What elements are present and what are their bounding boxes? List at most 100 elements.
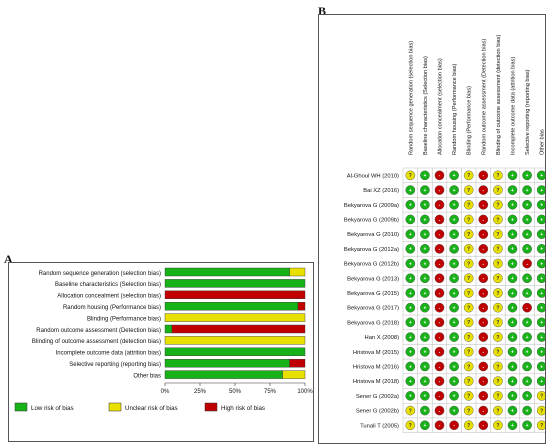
judgement-dot xyxy=(449,214,459,225)
judgement-symbol: + xyxy=(526,276,529,282)
judgement-symbol: ? xyxy=(467,394,470,400)
judgement-symbol: ? xyxy=(496,394,499,400)
bar-segment xyxy=(164,267,290,277)
panel-b-label: B xyxy=(318,4,327,18)
judgement-symbol: ? xyxy=(496,276,499,282)
category-label: Random outcome assessment (Detection bia… xyxy=(36,328,161,334)
judgement-symbol: ? xyxy=(467,320,470,326)
bar-segment xyxy=(164,290,306,299)
bar-segment xyxy=(289,267,306,277)
judgement-symbol: ? xyxy=(496,232,499,238)
judgement-dot xyxy=(493,420,503,431)
judgement-dot xyxy=(420,273,430,284)
bar-segment xyxy=(164,279,306,288)
study-label: Bekyarova G (2018) xyxy=(347,320,399,326)
study-label: Bekyarova G (2009b) xyxy=(344,217,399,223)
study-label: Hristova M (2018) xyxy=(353,379,399,385)
judgement-symbol: ? xyxy=(540,408,543,414)
judgement-dot xyxy=(507,170,518,181)
column-header: Random outcome assessment (Detection bia… xyxy=(481,39,487,155)
judgement-dot xyxy=(478,273,489,284)
study-label: Sener G (2002a) xyxy=(356,394,399,400)
judgement-dot xyxy=(463,244,474,254)
judgement-dot xyxy=(463,199,474,210)
judgement-symbol: + xyxy=(409,394,412,400)
judgement-symbol: - xyxy=(482,408,484,414)
judgement-dot xyxy=(405,317,416,328)
judgement-symbol: + xyxy=(423,261,426,267)
panel-a-label: A xyxy=(4,252,13,266)
judgement-symbol: ? xyxy=(496,408,499,414)
judgement-dot xyxy=(463,332,474,342)
judgement-symbol: + xyxy=(511,408,514,414)
judgement-symbol: ? xyxy=(467,203,470,209)
column-header: Blinding (Performance bias) xyxy=(467,86,473,155)
judgement-symbol: + xyxy=(526,379,529,385)
judgement-dot xyxy=(493,302,503,313)
judgement-symbol: + xyxy=(526,335,529,341)
judgement-dot xyxy=(449,229,459,239)
judgement-dot xyxy=(449,273,459,284)
judgement-symbol: + xyxy=(423,203,426,209)
judgement-symbol: + xyxy=(540,305,543,311)
judgement-dot xyxy=(478,199,489,210)
judgement-dot xyxy=(478,170,489,181)
judgement-dot xyxy=(405,199,416,210)
bar-segment xyxy=(164,347,306,357)
judgement-symbol: - xyxy=(482,423,484,429)
judgement-symbol: + xyxy=(423,276,426,282)
judgement-symbol: + xyxy=(511,217,514,223)
judgement-symbol: + xyxy=(511,232,514,238)
judgement-dot xyxy=(405,170,416,181)
judgement-dot xyxy=(449,185,459,195)
judgement-symbol: + xyxy=(453,335,456,341)
judgement-symbol: + xyxy=(526,423,529,429)
judgement-dot xyxy=(507,185,518,195)
judgement-symbol: ? xyxy=(467,232,470,238)
judgement-symbol: - xyxy=(439,291,441,297)
judgement-symbol: + xyxy=(423,247,426,253)
judgement-dot xyxy=(434,214,445,225)
judgement-symbol: ? xyxy=(409,173,412,179)
judgement-symbol: ? xyxy=(467,276,470,282)
judgement-symbol: + xyxy=(423,408,426,414)
judgement-symbol: ? xyxy=(467,423,470,429)
column-header: Blinding of outcome assessment (detectio… xyxy=(496,35,502,155)
judgement-symbol: + xyxy=(526,173,529,179)
judgement-symbol: + xyxy=(540,247,543,253)
category-label: Random sequence generation (selection bi… xyxy=(39,271,161,277)
judgement-dot xyxy=(463,405,474,416)
judgement-symbol: ? xyxy=(467,408,470,414)
judgement-symbol: + xyxy=(511,364,514,370)
judgement-dot xyxy=(507,302,518,313)
judgement-symbol: + xyxy=(526,408,529,414)
judgement-symbol: ? xyxy=(496,305,499,311)
judgement-dot xyxy=(405,214,416,225)
judgement-dot xyxy=(420,229,430,239)
judgement-symbol: + xyxy=(526,203,529,209)
judgement-symbol: - xyxy=(439,188,441,194)
judgement-symbol: - xyxy=(439,394,441,400)
judgement-dot xyxy=(420,391,430,401)
judgement-dot xyxy=(507,317,518,328)
judgement-dot xyxy=(405,288,416,298)
judgement-symbol: + xyxy=(511,335,514,341)
bar-segment xyxy=(289,358,306,368)
judgement-dot xyxy=(463,317,474,328)
study-label: Tunali T (2005) xyxy=(360,423,399,429)
judgement-symbol: - xyxy=(482,217,484,223)
judgement-dot xyxy=(522,185,532,195)
judgement-symbol: + xyxy=(540,173,543,179)
column-header: Random housing (Performance bias) xyxy=(452,63,458,155)
judgement-symbol: ? xyxy=(496,423,499,429)
judgement-symbol: - xyxy=(439,173,441,179)
judgement-symbol: - xyxy=(439,203,441,209)
judgement-symbol: + xyxy=(511,350,514,356)
column-header: Selective reporting (reporting bias) xyxy=(525,69,531,155)
judgement-symbol: ? xyxy=(409,423,412,429)
legend-swatch xyxy=(108,402,122,412)
judgement-dot xyxy=(463,391,474,401)
judgement-symbol: + xyxy=(423,423,426,429)
judgement-dot xyxy=(405,420,416,431)
study-label: Bekyarova G (2013) xyxy=(347,276,399,282)
